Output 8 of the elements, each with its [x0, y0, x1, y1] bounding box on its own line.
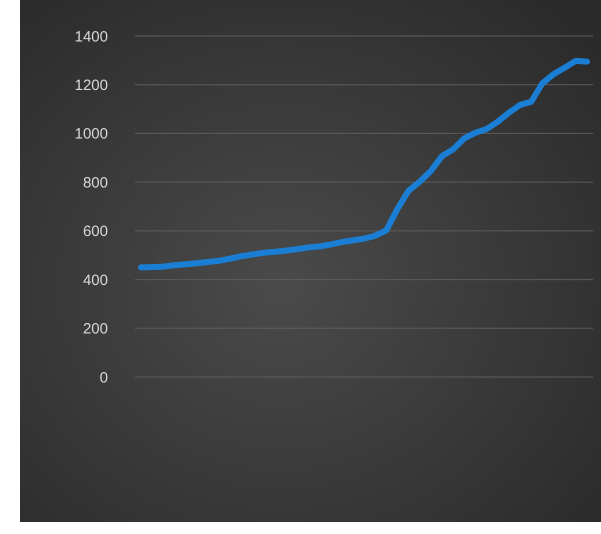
y-tick-label: 800	[82, 174, 108, 192]
y-tick-label: 400	[82, 272, 108, 289]
y-tick-label: 600	[82, 223, 108, 240]
y-tick-label: 1400	[74, 28, 108, 46]
y-tick-label: 200	[82, 320, 108, 338]
y-tick-label: 1000	[74, 126, 108, 143]
y-tick-label: 1200	[74, 76, 108, 94]
y-tick-label: 0	[100, 369, 108, 386]
